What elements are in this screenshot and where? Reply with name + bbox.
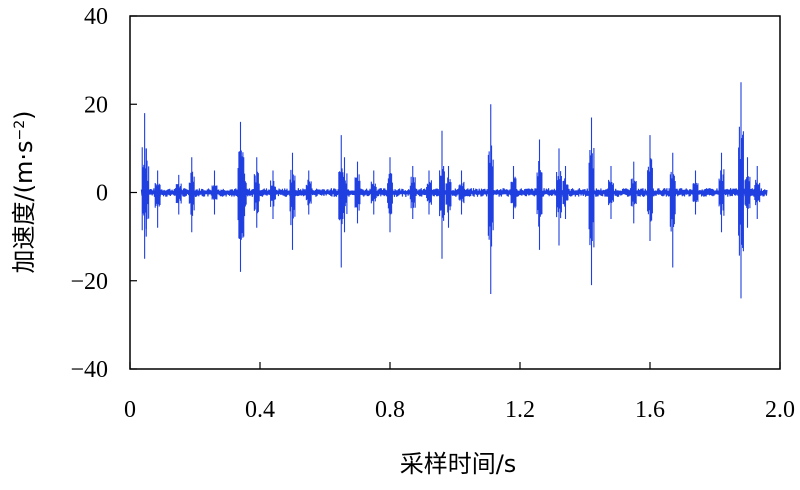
impulse-spike: [692, 170, 699, 215]
impulse-spike-lines: [562, 166, 569, 219]
impulse-spike: [744, 157, 751, 228]
x-tick-label: 1.6: [635, 397, 665, 423]
impulse-spike: [439, 130, 445, 259]
impulse-spike-lines: [536, 139, 543, 250]
impulse-spike: [143, 148, 150, 237]
impulse-spike: [175, 174, 182, 215]
impulse-spike: [630, 161, 637, 224]
impulse-spike: [289, 152, 296, 250]
impulse-spike-lines: [588, 117, 595, 286]
x-ticks: 0 0.4 0.8 1.2 1.6 2.0: [124, 362, 795, 423]
impulse-spike-lines: [754, 166, 761, 219]
y-tick-label: −20: [70, 269, 108, 295]
impulse-spike-lines: [143, 148, 150, 237]
y-axis-title-main: 加速度/(m·s: [10, 141, 38, 274]
impulse-spike: [240, 157, 247, 237]
x-tick-label: 0.4: [245, 397, 275, 423]
impulse-spike: [370, 170, 377, 215]
impulse-spike-lines: [409, 166, 416, 219]
impulse-spike-lines: [630, 161, 637, 224]
y-tick-label: 40: [84, 4, 108, 30]
impulse-spike: [487, 104, 494, 294]
impulse-spike-lines: [487, 104, 494, 294]
y-axis-title-superscript: −2: [12, 120, 28, 141]
impulse-spike-lines: [692, 170, 699, 215]
impulse-spike: [458, 170, 465, 215]
impulse-spike-lines: [718, 152, 725, 233]
impulse-spike: [556, 148, 562, 246]
impulse-spike: [536, 139, 543, 250]
impulse-spike: [154, 170, 161, 228]
x-tick-label: 0.8: [375, 397, 405, 423]
impulse-spike: [253, 157, 260, 228]
signal-layer: [140, 82, 768, 299]
impulse-spike-lines: [744, 157, 751, 228]
impulse-spike: [738, 82, 744, 299]
impulse-spike: [387, 157, 393, 233]
impulse-spike-lines: [445, 166, 452, 228]
y-tick-label: −40: [70, 357, 108, 383]
impulse-spike-lines: [154, 170, 161, 228]
impulse-spike: [305, 170, 312, 215]
y-ticks: 40 20 0 −20 −40: [70, 4, 137, 383]
impulse-spike: [608, 166, 614, 219]
impulse-spike-lines: [240, 157, 247, 237]
y-axis-title-tail: ): [10, 111, 38, 120]
impulse-spike: [510, 166, 517, 219]
impulse-spike: [211, 170, 218, 215]
impulse-spike-lines: [175, 174, 182, 215]
impulse-spike-lines: [270, 170, 276, 219]
impulse-spike-lines: [305, 170, 312, 215]
impulse-spike-lines: [253, 157, 260, 228]
impulse-spike: [341, 157, 348, 233]
impulse-spike-lines: [738, 82, 744, 299]
impulse-spike: [445, 166, 452, 228]
impulse-spike: [270, 170, 276, 219]
y-tick-label: 20: [84, 92, 108, 118]
x-tick-label: 0: [124, 397, 136, 423]
impulse-spike: [426, 170, 432, 215]
impulse-spike-lines: [608, 166, 614, 219]
impulse-spike-lines: [370, 170, 377, 215]
impulse-spike: [409, 166, 416, 219]
impulse-spike: [562, 166, 569, 219]
impulse-spike: [647, 135, 653, 242]
impulse-spike: [354, 161, 361, 224]
y-tick-label: 0: [96, 181, 108, 207]
impulse-spike-lines: [387, 157, 393, 233]
impulse-spike-lines: [439, 130, 445, 259]
impulse-spike: [588, 117, 595, 286]
x-axis-title: 采样时间/s: [400, 450, 517, 478]
x-tick-label: 1.2: [505, 397, 535, 423]
impulse-spike-lines: [289, 152, 296, 250]
impulse-spike: [718, 152, 725, 233]
impulse-spike-lines: [341, 157, 348, 233]
impulse-spike-lines: [211, 170, 218, 215]
impulse-spike-lines: [354, 161, 361, 224]
impulse-spike: [669, 152, 676, 268]
impulse-spike-lines: [426, 170, 432, 215]
y-axis-title: 加速度/(m·s−2): [10, 111, 38, 274]
impulse-spike-lines: [669, 152, 676, 268]
impulse-spike-lines: [556, 148, 562, 246]
impulse-spike-lines: [510, 166, 517, 219]
x-tick-label: 2.0: [765, 397, 795, 423]
impulse-spike-lines: [188, 157, 195, 233]
impulse-spike: [754, 166, 761, 219]
impulse-spike: [188, 157, 195, 233]
impulse-spike-lines: [647, 135, 653, 242]
impulse-spike-lines: [458, 170, 465, 215]
